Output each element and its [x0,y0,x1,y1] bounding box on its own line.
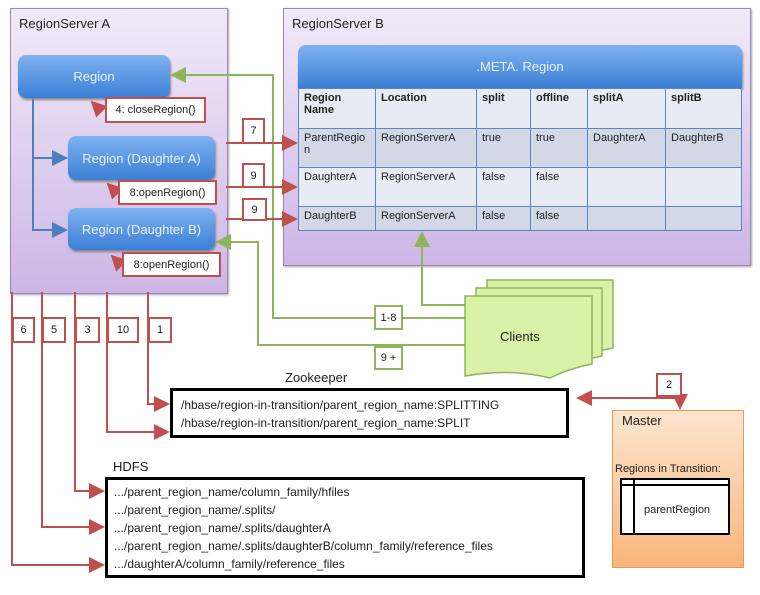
hdfs-box: .../parent_region_name/column_family/hfi… [105,477,585,578]
rit-label: Regions in Transition: [615,463,721,475]
meta-table: Region Name Location split offline split… [298,88,742,231]
col-splitb: splitB [665,88,742,129]
cell: DaughterA [587,128,666,168]
step-10-label: 10 [107,317,139,343]
cell: true [530,128,588,168]
cell [587,167,666,207]
col-location: Location [375,88,477,129]
table-row: ParentRegion RegionServerA true true Daughte… [298,128,742,168]
meta-region-header: .META. Region [298,45,742,88]
step-5-label: 5 [42,317,66,343]
clients-label: Clients [500,329,540,344]
cell: false [476,167,531,207]
green-client-arrows [170,67,470,346]
master-title: Master [622,413,662,428]
cell [665,206,742,231]
table-row: DaughterA RegionServerA false false [298,167,742,207]
hdfs-path: .../parent_region_name/.splits/daughterB… [114,539,493,553]
zookeeper-node: /hbase/region-in-transition/parent_regio… [181,416,471,430]
rit-table: parentRegion [620,478,730,535]
close-region-label: 4: closeRegion() [105,97,206,123]
step-3-label: 3 [75,317,100,343]
cell [665,167,742,207]
region-daughter-a[interactable]: Region (Daughter A) [68,136,215,180]
step-1-8-label: 1-8 [374,305,403,330]
open-region-b-label: 8:openRegion() [122,252,221,277]
step-2-label: 2 [656,373,682,397]
hdfs-path: .../parent_region_name/column_family/hfi… [114,485,350,499]
zookeeper-box: /hbase/region-in-transition/parent_regio… [170,388,569,438]
cell: false [476,206,531,231]
cell: RegionServerA [375,128,477,168]
region-daughter-b[interactable]: Region (Daughter B) [68,208,215,250]
open-region-a-label: 8:openRegion() [118,180,217,205]
hdfs-path: .../parent_region_name/.splits/daughterA [114,521,331,535]
hdfs-title: HDFS [113,459,149,474]
hdfs-path: .../daughterA/column_family/reference_fi… [114,557,345,571]
cell: false [530,167,588,207]
cell [587,206,666,231]
step-9b-label: 9 [242,198,267,221]
regionserver-b-title: RegionServer B [292,16,384,31]
cell: false [530,206,588,231]
cell: RegionServerA [375,206,477,231]
meta-header-row: Region Name Location split offline split… [298,88,742,129]
col-split: split [476,88,531,129]
cell: DaughterA [298,167,376,207]
cell: RegionServerA [375,167,477,207]
cell: DaughterB [298,206,376,231]
zookeeper-title: Zookeeper [285,370,348,385]
rit-entry: parentRegion [644,504,711,516]
regionserver-a-title: RegionServer A [19,16,111,31]
hdfs-path: .../parent_region_name/.splits/ [114,503,276,517]
step-9-plus-label: 9 + [374,346,403,370]
step-6-label: 6 [12,317,35,343]
step-9a-label: 9 [242,163,265,188]
step-7-label: 7 [242,118,265,144]
table-row: DaughterB RegionServerA false false [298,206,742,231]
cell: DaughterB [665,128,742,168]
cell: ParentRegion [298,128,376,168]
region-parent[interactable]: Region [18,55,170,98]
blue-split-arrows [32,98,68,238]
cell: true [476,128,531,168]
col-offline: offline [530,88,588,129]
zookeeper-node: /hbase/region-in-transition/parent_regio… [181,398,500,412]
step-1-label: 1 [148,317,172,343]
